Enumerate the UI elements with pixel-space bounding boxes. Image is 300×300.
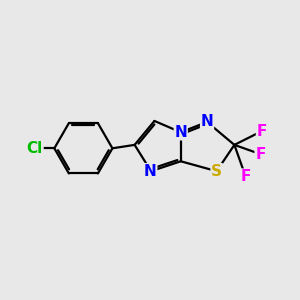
Text: F: F: [255, 147, 266, 162]
Text: N: N: [174, 125, 187, 140]
Text: N: N: [201, 115, 213, 130]
Text: F: F: [241, 169, 251, 184]
Text: F: F: [256, 124, 267, 139]
Text: S: S: [211, 164, 222, 179]
Text: Cl: Cl: [27, 141, 43, 156]
Text: N: N: [144, 164, 157, 179]
